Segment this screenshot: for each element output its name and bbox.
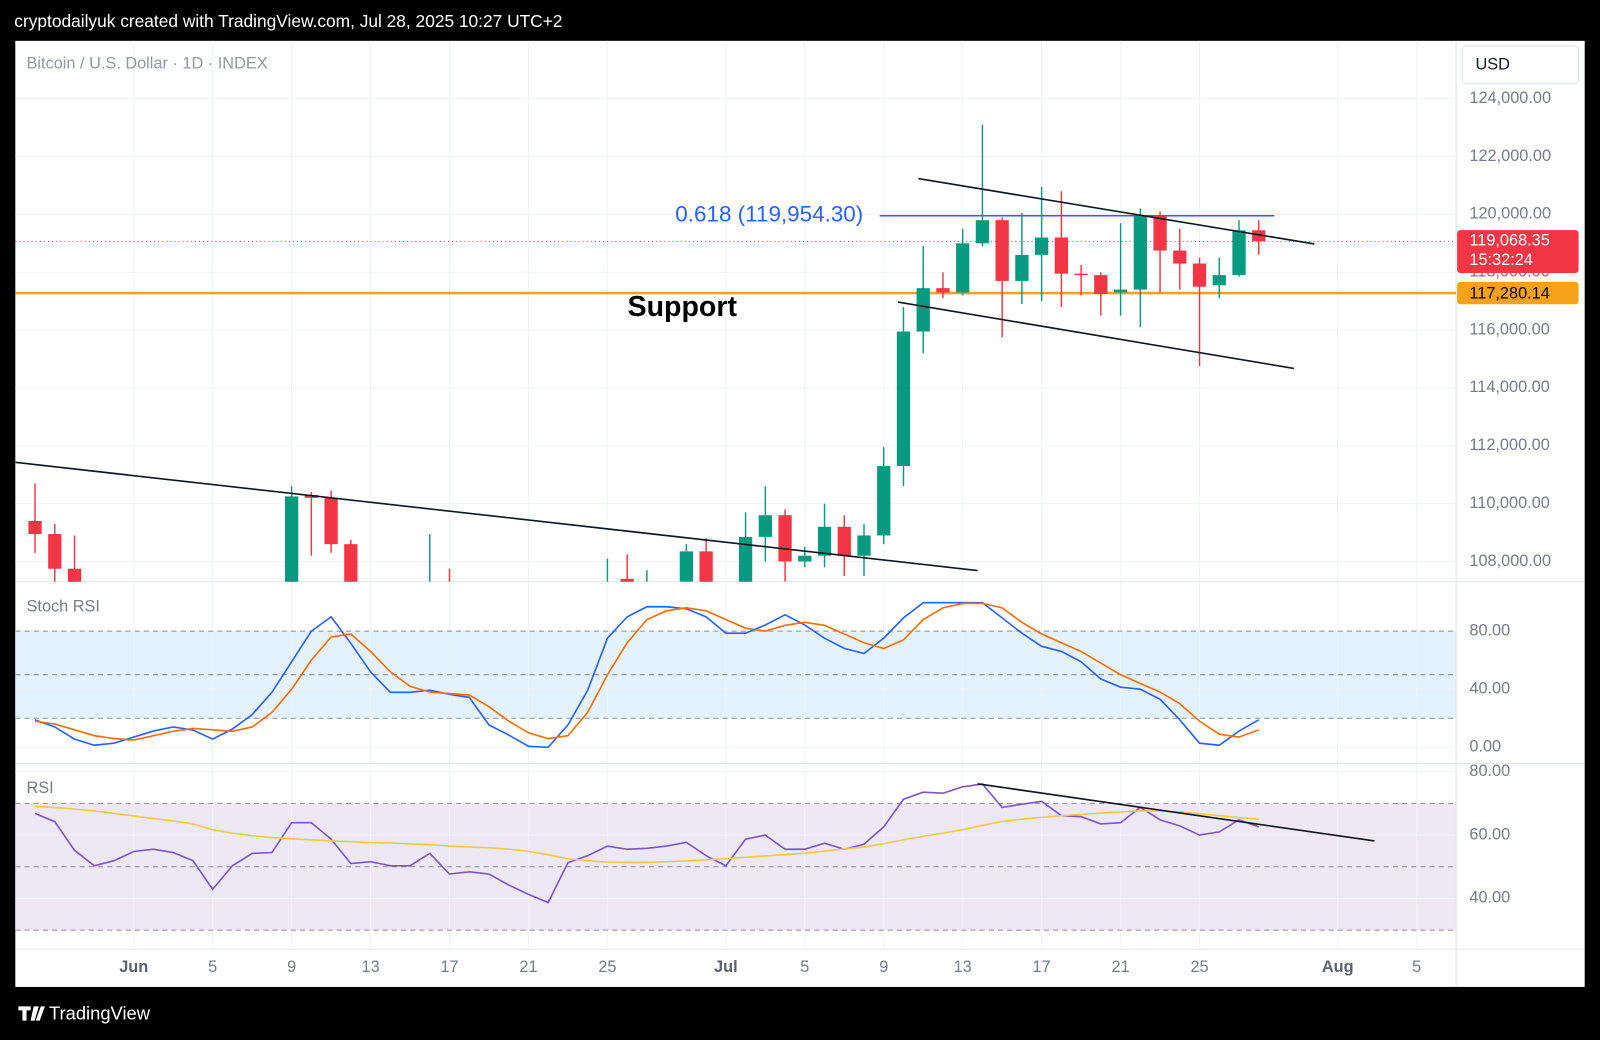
candle-body	[324, 497, 338, 545]
indicator-line	[34, 805, 1259, 864]
x-tick-label: 13	[361, 958, 379, 976]
x-tick-label: 9	[287, 958, 296, 976]
x-tick-label: 5	[800, 958, 809, 976]
candle-body	[620, 578, 634, 582]
y-tick-label: 0.00	[1469, 738, 1501, 756]
candle-body	[1252, 230, 1266, 242]
candle-body	[1015, 254, 1029, 281]
candle-body	[936, 288, 950, 293]
candle-body	[837, 526, 851, 556]
candle-body	[1153, 215, 1167, 251]
x-tick-label: 21	[1112, 958, 1130, 976]
y-tick-label: 60.00	[1469, 825, 1510, 843]
candle-body	[1173, 250, 1187, 264]
y-tick-label: 112,000.00	[1469, 436, 1549, 454]
trendline	[897, 301, 1295, 370]
x-tick-label: 5	[208, 958, 217, 976]
x-tick-label: 9	[879, 958, 888, 976]
footer-logo	[18, 1006, 45, 1021]
y-tick-label: 120,000.00	[1469, 205, 1551, 223]
candle-body	[1133, 215, 1147, 290]
candle-body	[956, 243, 970, 293]
y-tick-label: 40.00	[1469, 680, 1510, 698]
trendline	[15, 461, 978, 572]
candle-body	[916, 288, 930, 332]
candle-body	[679, 551, 694, 582]
candle-body	[778, 515, 792, 562]
trendline	[977, 783, 1375, 842]
candle-body	[1113, 289, 1128, 293]
footer-text: TradingView	[49, 1002, 151, 1023]
x-tick-label: 17	[440, 958, 458, 976]
y-tick-label: 110,000.00	[1469, 494, 1549, 512]
panel-title: RSI	[27, 779, 54, 797]
x-tick-label: Jun	[119, 958, 148, 976]
x-tick-label: 17	[1033, 958, 1051, 976]
candle-body	[699, 551, 713, 582]
countdown-label: 15:32:24	[1469, 251, 1532, 269]
candle-body	[284, 496, 299, 582]
candle-body	[1074, 273, 1088, 276]
candle-body	[798, 555, 812, 562]
support-price-box	[1457, 281, 1579, 305]
candle-body	[67, 568, 82, 582]
candle-body	[48, 534, 62, 569]
y-tick-label: 80.00	[1469, 762, 1510, 780]
trendline	[918, 177, 1315, 245]
candle-body	[1035, 237, 1049, 255]
y-tick-label: 116,000.00	[1469, 320, 1549, 338]
candle-body	[975, 220, 990, 244]
candle-body	[1094, 275, 1108, 294]
y-tick-label: 80.00	[1469, 621, 1510, 639]
y-tick-label: 124,000.00	[1469, 89, 1551, 107]
candle-body	[877, 466, 891, 536]
candle-body	[857, 535, 871, 556]
indicator-line	[34, 602, 1260, 741]
y-tick-label: 40.00	[1469, 889, 1510, 907]
candles	[28, 124, 1266, 582]
symbol-legend: Bitcoin / U.S. Dollar · 1D · INDEX	[27, 55, 268, 73]
panel-title: Stoch RSI	[27, 598, 100, 616]
x-tick-label: 21	[519, 958, 537, 976]
support-price-label: 117,280.14	[1469, 284, 1549, 302]
annotations: Jun 5 9 13 17 21 25 Jul 5 9 13 17 21 25 Aug 5 108,000.00…	[119, 89, 1579, 976]
candle-body	[896, 331, 911, 467]
grid	[15, 40, 1457, 950]
candle-body	[817, 526, 832, 556]
x-tick-label: 25	[598, 958, 616, 976]
indicator-line	[34, 601, 1260, 749]
fib-label: 0.618 (119,954.30)	[675, 202, 863, 227]
currency-button[interactable]	[1461, 45, 1580, 85]
trendlines	[15, 177, 1375, 842]
candle-body	[28, 521, 42, 535]
y-tick-label: 108,000.00	[1469, 552, 1551, 570]
currency-label[interactable]: USD	[1476, 56, 1510, 74]
candle-body	[1232, 230, 1246, 276]
x-tick-label: 25	[1190, 958, 1208, 976]
candle-body	[1054, 237, 1069, 274]
candle-body	[738, 536, 753, 582]
y-tick-label: 114,000.00	[1469, 378, 1549, 396]
support-text: Support	[628, 291, 738, 323]
candle-body	[344, 544, 358, 582]
last-price-label: 119,068.35	[1469, 232, 1549, 250]
header-text: cryptodailyuk created with TradingView.c…	[14, 11, 562, 31]
candle-body	[758, 515, 772, 537]
x-tick-label: Jul	[714, 958, 738, 976]
candle-body	[1212, 275, 1226, 286]
candle-body	[1192, 263, 1207, 287]
marks	[15, 214, 1457, 931]
y-tick-label: 122,000.00	[1469, 147, 1551, 165]
indicator-line	[34, 783, 1260, 904]
x-tick-label: Aug	[1322, 958, 1354, 976]
x-tick-label: 5	[1412, 958, 1421, 976]
x-tick-label: 13	[954, 958, 972, 976]
last-price-box	[1457, 230, 1579, 273]
candle-body	[995, 220, 1009, 281]
